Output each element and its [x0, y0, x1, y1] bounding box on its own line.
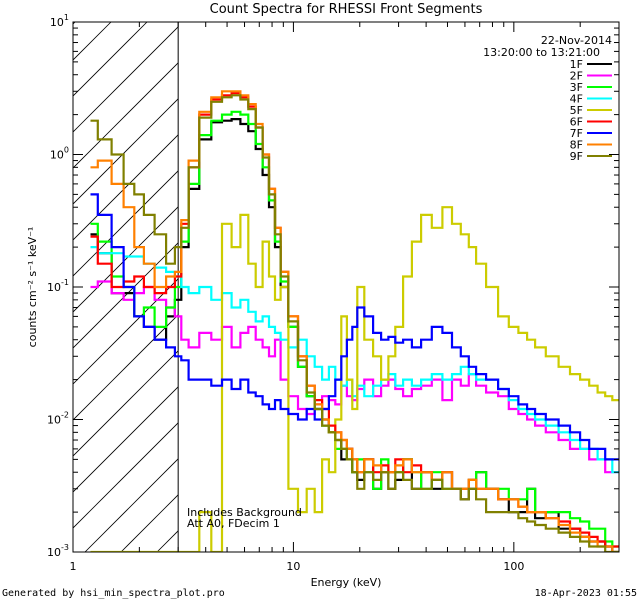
legend-label-8F: 8F	[570, 139, 583, 152]
note-background: Includes Background	[187, 506, 302, 519]
series-line-9F	[90, 94, 619, 552]
hatch-line	[73, 26, 179, 133]
y-tick-label: 101	[50, 13, 69, 29]
x-tick-label: 1	[70, 560, 77, 573]
footer-timestamp: 18-Apr-2023 01:55	[535, 588, 637, 599]
series-line-3F	[90, 110, 619, 548]
note-attenuator: Att A0, FDecim 1	[187, 517, 280, 530]
legend-label-9F: 9F	[570, 150, 583, 163]
x-tick-label: 100	[503, 560, 524, 573]
hatch-line	[73, 386, 179, 493]
y-axis-label: counts cm⁻² s⁻¹ keV⁻¹	[26, 227, 39, 348]
series-line-6F	[90, 92, 619, 548]
legend-label-6F: 6F	[570, 116, 583, 129]
hatch-line	[0, 22, 3, 552]
date-label: 22-Nov-2014	[541, 34, 612, 47]
series-layer	[90, 90, 619, 552]
series-line-1F	[90, 118, 619, 552]
hatch-line	[73, 422, 179, 529]
series-line-4F	[90, 246, 619, 474]
axis-ticks	[72, 21, 620, 553]
legend-label-4F: 4F	[570, 93, 583, 106]
hatch-line	[73, 98, 179, 205]
hatch-line	[73, 62, 179, 169]
y-tick-label: 10-2	[47, 411, 69, 427]
series-line-7F	[90, 193, 619, 461]
legend-label-3F: 3F	[570, 81, 583, 94]
y-tick-label: 100	[50, 146, 69, 162]
y-tick-labels: 10-3 10-2 10-1 100 101	[47, 13, 69, 559]
series-line-5F	[90, 206, 619, 552]
chart-title: Count Spectra for RHESSI Front Segments	[210, 2, 483, 17]
series-line-8F	[90, 90, 619, 552]
legend-label-1F: 1F	[570, 58, 583, 71]
y-tick-label: 10-3	[47, 543, 69, 559]
y-tick-label: 10-1	[47, 278, 69, 294]
footer-generated-by: Generated by hsi_min_spectra_plot.pro	[2, 588, 225, 599]
legend-label-7F: 7F	[570, 127, 583, 140]
hatch-line	[84, 458, 179, 552]
legend-label-5F: 5F	[570, 104, 583, 117]
series-line-2F	[90, 280, 619, 474]
legend-label-2F: 2F	[570, 70, 583, 83]
x-axis-label: Energy (keV)	[311, 576, 382, 589]
x-tick-label: 10	[286, 560, 300, 573]
time-range-label: 13:20:00 to 13:21:00	[483, 46, 600, 59]
x-tick-labels: 1 10 100	[70, 560, 525, 573]
